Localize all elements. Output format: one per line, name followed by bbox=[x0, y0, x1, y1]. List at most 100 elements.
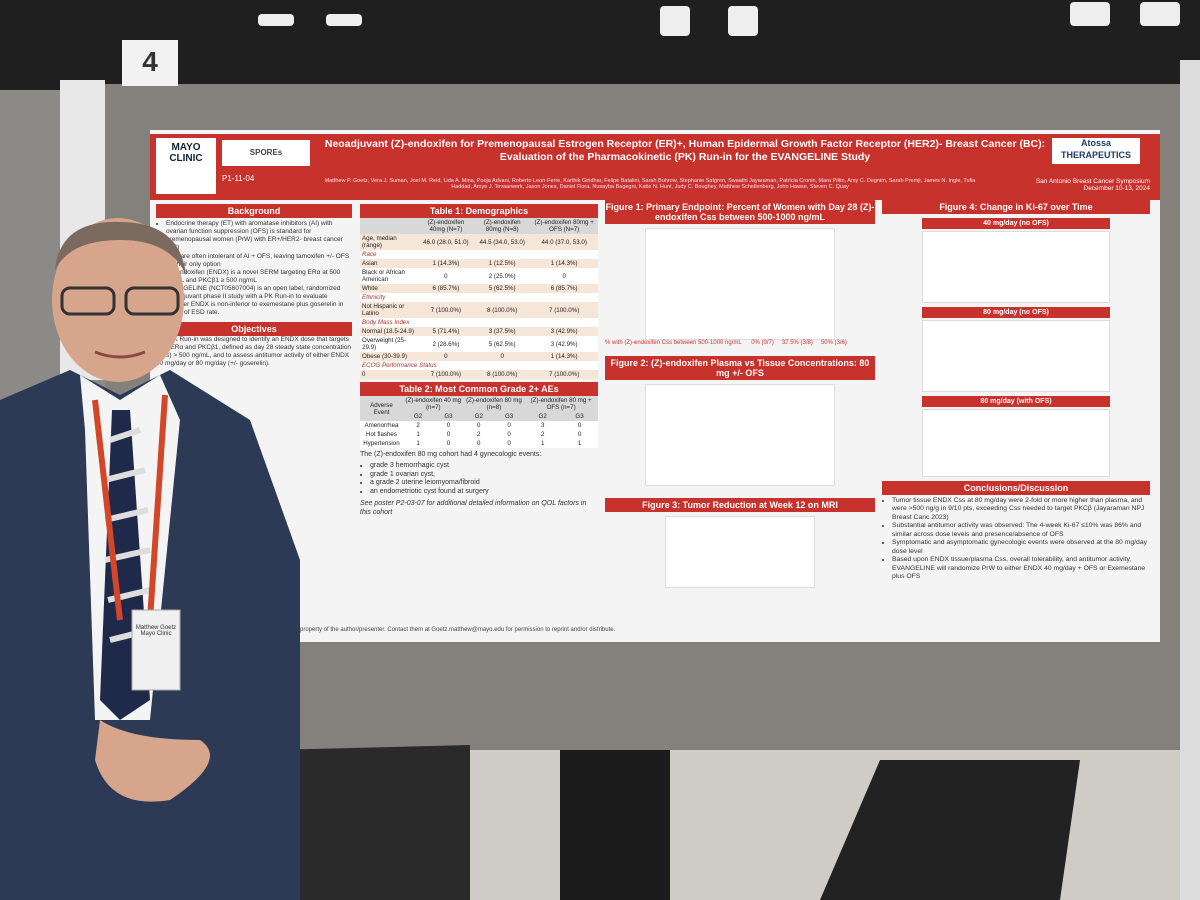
cell: Black or African American bbox=[362, 269, 405, 283]
badge: Matthew Goetz Mayo Clinic bbox=[135, 625, 177, 637]
cell: 2 (25.0%) bbox=[488, 272, 516, 280]
col-4: Figure 4: Change in Ki-67 over Time 40 m… bbox=[882, 200, 1150, 584]
col-2: Table 1: Demographics (Z)-endoxifen 40mg… bbox=[360, 204, 598, 517]
row: Body Mass Index bbox=[360, 318, 598, 327]
figure1-result: 50% (3/6) bbox=[820, 340, 847, 346]
bullet: an endometriotic cyst found at surgery bbox=[370, 488, 598, 497]
row: Not Hispanic or Latino 7 (100.0%) 8 (100.0… bbox=[360, 302, 598, 318]
header-cell: (Z)-endoxifen 80mg (N=8) bbox=[474, 218, 531, 234]
section-heading: Conclusions/Discussion bbox=[882, 481, 1150, 495]
cell: 8 (100.0%) bbox=[487, 306, 518, 314]
cell: 44.5 (34.0, 53.0) bbox=[479, 238, 525, 246]
row: White 6 (85.7%) 5 (62.5%) 6 (85.7%) bbox=[360, 284, 598, 293]
bullet: grade 1 ovarian cyst, bbox=[370, 471, 598, 480]
bullet: EVANGELINE (NCT05607004) is an open labe… bbox=[166, 285, 352, 318]
header-cell: (Z)-endoxifen 40mg (N=7) bbox=[417, 218, 475, 234]
grade-row: G2 G3 G2 G3 G2 G3 bbox=[360, 412, 598, 421]
cell: Not Hispanic or Latino bbox=[362, 303, 405, 317]
group-cell: Body Mass Index bbox=[362, 319, 410, 326]
cell: 3 bbox=[540, 422, 545, 429]
cell: White bbox=[362, 285, 378, 292]
header-cell: (Z)-endoxifen 80 mg (n=8) bbox=[463, 396, 525, 412]
cell: 0 bbox=[444, 353, 448, 360]
bullet: Tumor tissue ENDX Css at 80 mg/day were … bbox=[892, 497, 1150, 522]
grade-cell: G2 bbox=[524, 412, 562, 421]
poster-title: Neoadjuvant (Z)-endoxifen for Premenopau… bbox=[324, 138, 1046, 163]
cell: Obese (30-39.9) bbox=[362, 353, 408, 360]
cell: 0 bbox=[577, 422, 582, 429]
poster: MAYO CLINIC SPOREs P1-11-04 Neoadjuvant … bbox=[150, 130, 1160, 642]
figure1-result: 37.5% (3/8) bbox=[781, 340, 813, 346]
spores-logo: SPOREs bbox=[222, 140, 310, 166]
cell: 0 bbox=[446, 440, 451, 447]
cell: 0 bbox=[577, 431, 582, 438]
row: Hypertension 1 0 0 0 1 1 bbox=[360, 439, 598, 448]
figure-heading: Figure 4: Change in Ki-67 over Time bbox=[882, 200, 1150, 214]
figure-heading: Figure 3: Tumor Reduction at Week 12 on … bbox=[605, 497, 875, 512]
cell: Amenorrhea bbox=[364, 422, 399, 429]
bullet: Symptomatic and asymptomatic gynecologic… bbox=[892, 539, 1150, 556]
grade-cell: G3 bbox=[561, 412, 598, 421]
cell: 2 bbox=[540, 431, 545, 438]
header-cell: (Z)-endoxifen 80 mg + OFS (n=7) bbox=[524, 396, 598, 412]
cell: 7 (100.0%) bbox=[430, 371, 462, 378]
ae-table: Adverse Event (Z)-endoxifen 40 mg (n=7) (Z… bbox=[360, 396, 598, 448]
figure1-result: 0% (0/7) bbox=[751, 340, 774, 346]
meeting-dates: December 10-13, 2024 bbox=[1083, 185, 1151, 192]
panel-plot bbox=[922, 409, 1110, 477]
group-cell: Ethnicity bbox=[362, 294, 386, 301]
cell: 7 (100.0%) bbox=[430, 306, 462, 314]
group-cell: ECOG Performance Status bbox=[362, 362, 437, 369]
cell: Asian bbox=[362, 260, 378, 267]
cell: Hot flashes bbox=[366, 431, 397, 438]
ae-note: The (Z)-endoxifen 80 mg cohort had 4 gyn… bbox=[360, 451, 542, 458]
cell: 1 (12.5%) bbox=[488, 260, 516, 267]
sponsor-logo: Atossa THERAPEUTICS bbox=[1052, 138, 1140, 164]
cell: 0 bbox=[562, 272, 566, 280]
cell: 0 bbox=[362, 371, 366, 378]
cell: Age, median (range) bbox=[362, 235, 397, 249]
figure1-label: % with (Z)-endoxifen Css between 500-100… bbox=[605, 340, 742, 346]
col-1: Background Endocrine therapy (ET) with a… bbox=[156, 204, 352, 368]
cell: 3 (37.5%) bbox=[488, 328, 516, 335]
cell: 0 bbox=[446, 431, 451, 438]
demographics-table: (Z)-endoxifen 40mg (N=7) (Z)-endoxifen 80… bbox=[360, 218, 598, 379]
header-cell: (Z)-endoxifen 40 mg (n=7) bbox=[402, 396, 464, 412]
row: ECOG Performance Status bbox=[360, 361, 598, 370]
cell: Overweight (25-29.9) bbox=[362, 337, 407, 351]
cell: 7 (100.0%) bbox=[549, 306, 580, 314]
header-cell bbox=[360, 218, 418, 234]
row: Overweight (25-29.9) 2 (28.6%) 5 (62.5%) 3 … bbox=[360, 336, 598, 352]
grade-cell: G2 bbox=[402, 412, 434, 421]
cell: 2 (28.6%) bbox=[432, 340, 460, 348]
cell: Hypertension bbox=[363, 440, 400, 447]
cell: 1 bbox=[416, 431, 420, 438]
authors: Matthew P. Goetz, Vera J. Suman, Joel M.… bbox=[324, 178, 976, 190]
grade-cell: G2 bbox=[463, 412, 494, 421]
section-heading: Table 1: Demographics bbox=[360, 204, 598, 218]
ae-see: See poster P2-03-07 for additional detai… bbox=[360, 499, 587, 516]
cell: 6 (85.7%) bbox=[550, 285, 578, 292]
row: Hot flashes 1 0 2 0 2 0 bbox=[360, 430, 598, 439]
section-heading: Table 2: Most Common Grade 2+ AEs bbox=[360, 382, 598, 396]
bullet: PrW are often intolerant of AI + OFS, le… bbox=[166, 253, 352, 269]
row: Obese (30-39.9) 0 0 1 (14.3%) bbox=[360, 352, 598, 361]
cell: 0 bbox=[446, 422, 451, 429]
header-row: (Z)-endoxifen 40mg (N=7) (Z)-endoxifen 80… bbox=[360, 218, 598, 234]
bullet: Based upon ENDX tissue/plasma Css, overa… bbox=[892, 556, 1150, 581]
objectives-text: The PK Run-in was designed to identify a… bbox=[156, 335, 352, 367]
row: Normal (18.5-24.9) 5 (71.4%) 3 (37.5%) 3 (4… bbox=[360, 327, 598, 336]
bullet-list: grade 3 hemorrhagic cystgrade 1 ovarian … bbox=[360, 462, 598, 497]
cell: 1 (14.3%) bbox=[550, 260, 578, 267]
bullet: a grade 2 uterine leiomyoma/fibroid bbox=[370, 479, 598, 488]
cell: 0 bbox=[500, 353, 504, 360]
cell: 2 bbox=[416, 422, 420, 429]
grade-cell: G3 bbox=[493, 412, 525, 421]
logo: MAYO CLINIC bbox=[156, 138, 216, 194]
header-cell: (Z)-endoxifen 80mg + OFS (N=7) bbox=[530, 218, 598, 234]
section-heading: Background bbox=[156, 204, 352, 218]
bullet: grade 3 hemorrhagic cyst bbox=[370, 462, 598, 471]
row: Amenorrhea 2 0 0 0 3 0 bbox=[360, 421, 598, 430]
